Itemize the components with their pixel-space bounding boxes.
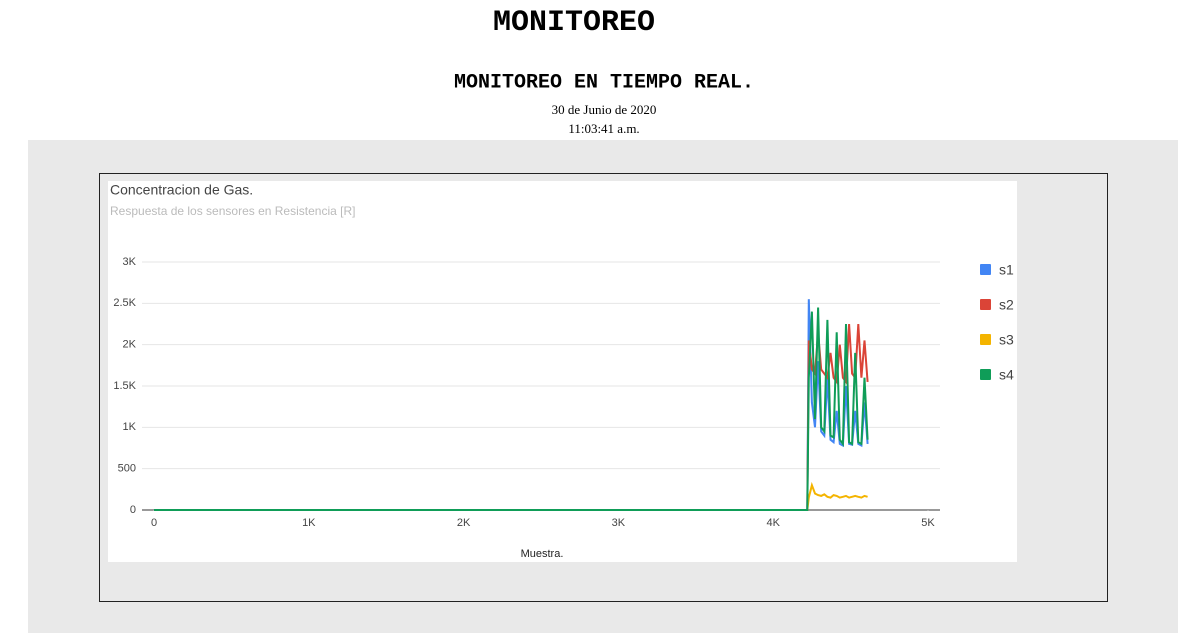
y-tick-label: 2K <box>123 339 137 351</box>
x-tick-label: 3K <box>612 517 626 529</box>
page-subtitle: MONITOREO EN TIEMPO REAL. <box>454 71 754 94</box>
chart-frame <box>99 173 1108 602</box>
y-tick-label: 500 <box>118 463 136 475</box>
legend-swatch <box>980 299 991 310</box>
date: 30 de Junio de 2020 <box>552 102 657 117</box>
x-tick-label: 5K <box>921 517 935 529</box>
legend-swatch <box>980 264 991 275</box>
chart-title: Concentracion de Gas. <box>110 182 253 198</box>
time: 11:03:41 a.m. <box>568 121 639 136</box>
x-axis-label: Muestra. <box>521 548 564 560</box>
x-tick-label: 1K <box>302 517 316 529</box>
series-line <box>154 481 868 511</box>
legend-label: s4 <box>999 367 1014 383</box>
y-tick-label: 0 <box>130 504 136 516</box>
x-tick-label: 4K <box>766 517 780 529</box>
x-tick-label: 0 <box>151 517 157 529</box>
y-tick-label: 2.5K <box>113 297 136 309</box>
legend-label: s3 <box>999 332 1014 348</box>
legend-swatch <box>980 369 991 380</box>
legend-label: s2 <box>999 297 1014 313</box>
x-tick-label: 2K <box>457 517 471 529</box>
legend-swatch <box>980 334 991 345</box>
page-title: MONITOREO <box>493 6 655 40</box>
chart-subtitle: Respuesta de los sensores en Resistencia… <box>110 204 355 218</box>
y-tick-label: 1K <box>123 421 137 433</box>
series-line <box>154 307 869 511</box>
legend-label: s1 <box>999 262 1014 278</box>
series-line <box>154 299 869 511</box>
y-tick-label: 3K <box>123 256 137 268</box>
chart-area <box>108 181 1017 562</box>
y-tick-label: 1.5K <box>113 380 136 392</box>
